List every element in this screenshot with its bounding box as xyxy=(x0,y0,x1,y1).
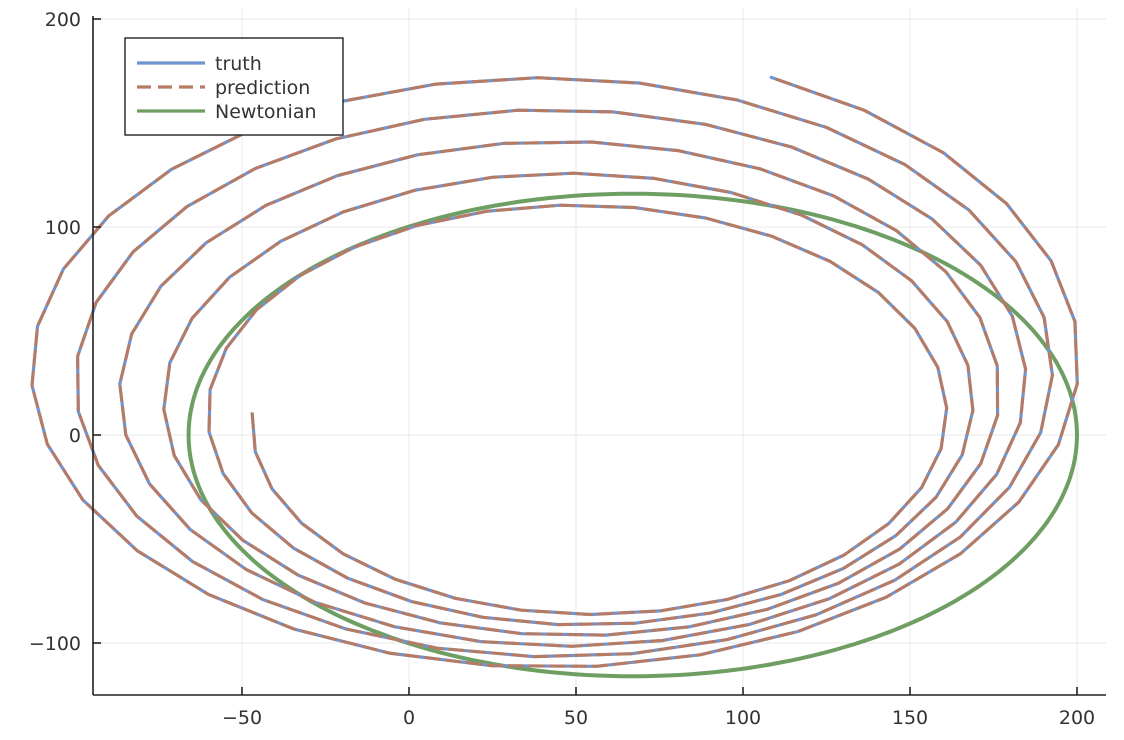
legend-label-prediction: prediction xyxy=(215,77,310,99)
y-tick-label: −100 xyxy=(29,633,81,655)
legend-label-newtonian: Newtonian xyxy=(215,101,317,123)
axes: −50 0 50 100 150 200 −100 0 100 200 xyxy=(29,9,1106,729)
y-tick-label: 0 xyxy=(69,425,81,447)
x-tick-label: −50 xyxy=(222,707,262,729)
y-tick-label: 200 xyxy=(45,9,81,31)
series-newtonian-line xyxy=(186,191,1079,679)
legend-label-truth: truth xyxy=(215,53,262,75)
x-tick-label: 100 xyxy=(725,707,761,729)
x-tick-label: 150 xyxy=(892,707,928,729)
x-tick-label: 50 xyxy=(564,707,588,729)
x-tick-label: 200 xyxy=(1059,707,1095,729)
y-tick-label: 100 xyxy=(45,217,81,239)
series-prediction-line xyxy=(30,75,1079,668)
series-layer xyxy=(30,75,1079,679)
x-tick-label: 0 xyxy=(403,707,415,729)
